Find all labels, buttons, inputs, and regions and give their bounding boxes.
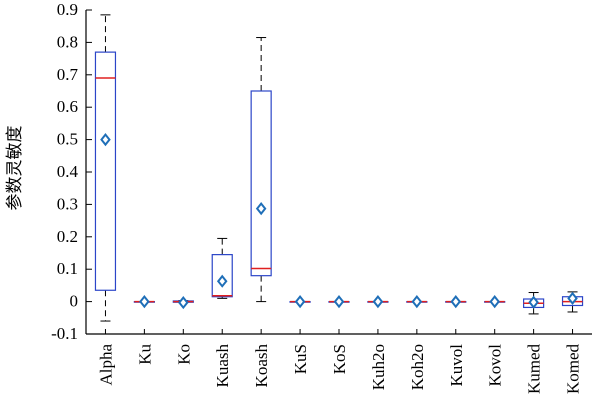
- y-tick-label: 0.9: [57, 0, 78, 19]
- y-tick-label: 0.6: [57, 97, 78, 116]
- mean-marker: [294, 294, 306, 309]
- iqr-box: [250, 90, 272, 277]
- x-tick-label: Ku: [135, 344, 154, 365]
- x-tick-label: Kuh2o: [369, 344, 388, 390]
- mean-marker: [528, 295, 539, 309]
- x-tick-label: Koash: [252, 344, 271, 388]
- mean-marker: [139, 294, 150, 309]
- iqr-box: [211, 254, 233, 298]
- y-tick-label: 0.3: [57, 194, 78, 213]
- mean-marker: [411, 294, 423, 309]
- y-tick-label: 0: [70, 292, 79, 311]
- y-tick-label: -0.1: [51, 324, 78, 343]
- box-kuash: Kuash: [211, 237, 233, 388]
- mean-marker: [333, 294, 345, 309]
- x-tick-label: Komed: [564, 344, 583, 395]
- y-tick-label: 0.8: [57, 32, 78, 51]
- mean-marker: [567, 291, 578, 305]
- mean-marker: [100, 132, 111, 147]
- y-tick-label: 0.1: [57, 259, 78, 278]
- x-tick-label: Koh2o: [408, 344, 427, 390]
- mean-marker: [216, 274, 228, 288]
- x-tick-label: Ko: [174, 344, 193, 365]
- mean-marker: [489, 294, 500, 309]
- y-tick-label: 0.4: [57, 162, 79, 181]
- mean-marker: [450, 294, 462, 309]
- box-kus: KuS: [289, 294, 311, 374]
- box-ko: Ko: [172, 295, 194, 365]
- y-tick-label: 0.5: [57, 130, 78, 149]
- box-koh2o: Koh2o: [406, 294, 428, 390]
- x-tick-label: Kovol: [486, 344, 505, 387]
- mean-marker: [255, 202, 267, 216]
- x-tick-label: Alpha: [96, 344, 115, 386]
- box-koash: Koash: [250, 37, 272, 388]
- x-tick-label: Kuash: [213, 344, 232, 388]
- y-tick-label: 0.7: [57, 65, 79, 84]
- box-kuh2o: Kuh2o: [367, 294, 389, 390]
- plot-area: -0.1 0 0.1 0.2 0.3 0.4 0.5 0.6 0.7 0.8 0.9 Alpha Ku K…: [51, 0, 592, 394]
- y-axis-label-group: 参数灵敏度: [5, 126, 25, 211]
- box-kos: KoS: [328, 294, 350, 374]
- iqr-box: [94, 51, 117, 291]
- box-ku: Ku: [133, 294, 155, 365]
- y-tick-label: 0.2: [57, 227, 78, 246]
- y-axis-label: 参数灵敏度: [5, 126, 25, 211]
- box-komed: Komed: [561, 291, 584, 395]
- x-tick-label: KuS: [291, 344, 310, 374]
- box-alpha: Alpha: [94, 14, 117, 386]
- box-kovol: Kovol: [484, 294, 506, 387]
- x-tick-label: KoS: [330, 344, 349, 374]
- x-tick-label: Kuvol: [447, 344, 466, 387]
- mean-marker: [178, 295, 189, 310]
- box-kumed: Kumed: [523, 292, 545, 395]
- mean-marker: [372, 294, 384, 309]
- box-kuvol: Kuvol: [445, 294, 467, 387]
- x-tick-label: Kumed: [525, 344, 544, 395]
